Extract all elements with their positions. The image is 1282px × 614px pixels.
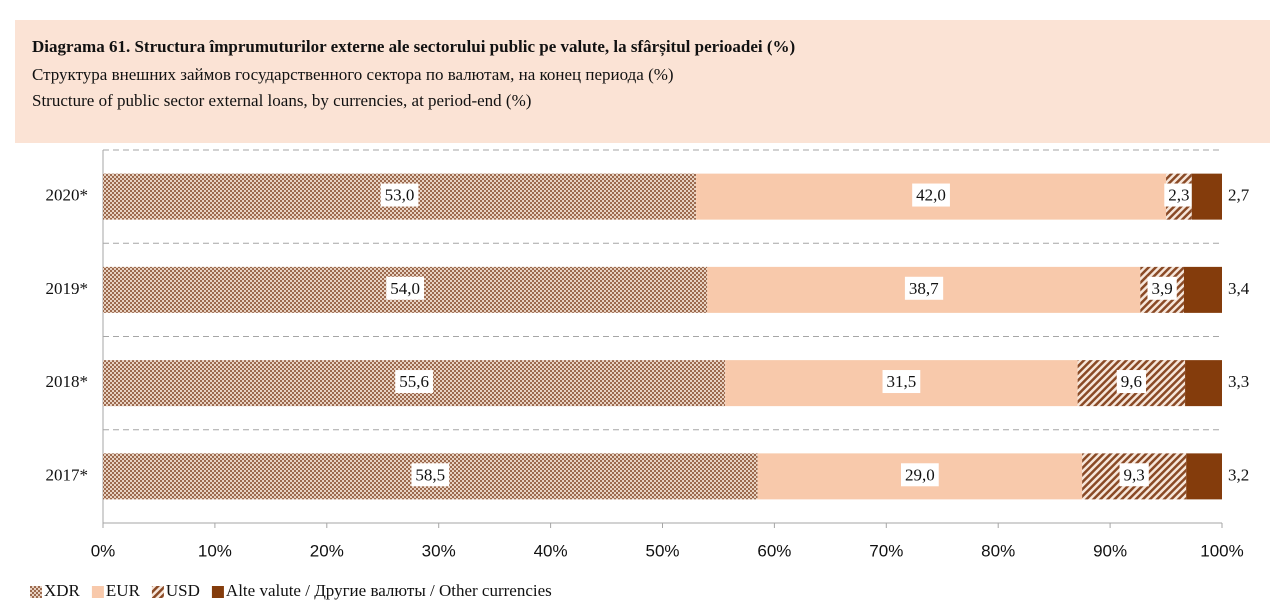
data-label: 9,3 xyxy=(1124,465,1145,484)
bar-segment xyxy=(1186,453,1222,500)
y-tick-label: 2020* xyxy=(46,186,89,205)
data-label: 53,0 xyxy=(385,186,415,205)
x-tick-label: 90% xyxy=(1093,541,1127,560)
data-label: 3,3 xyxy=(1228,372,1249,391)
data-label-bg xyxy=(411,463,450,487)
data-label: 38,7 xyxy=(909,279,939,298)
data-label-group: 2,3 xyxy=(1164,183,1194,207)
y-tick-label: 2018* xyxy=(46,372,89,391)
data-label-group: 31,5 xyxy=(882,370,921,394)
data-label: 3,9 xyxy=(1152,279,1173,298)
x-tick-label: 60% xyxy=(757,541,791,560)
x-tick-label: 100% xyxy=(1200,541,1243,560)
chart-title: Diagrama 61. Structura împrumuturilor ex… xyxy=(32,37,795,57)
data-label-group: 9,6 xyxy=(1116,370,1146,394)
header-box xyxy=(15,20,1270,143)
data-label: 29,0 xyxy=(905,465,935,484)
data-label: 31,5 xyxy=(887,372,917,391)
legend-label: EUR xyxy=(106,581,141,600)
data-label-bg xyxy=(882,370,921,394)
data-label-bg xyxy=(1116,370,1146,394)
legend-label: XDR xyxy=(44,581,81,600)
data-label: 58,5 xyxy=(415,465,445,484)
legend-swatch xyxy=(211,586,224,598)
data-label-group: 53,0 xyxy=(380,183,419,207)
data-label-bg xyxy=(904,276,944,300)
data-label-group: 42,0 xyxy=(912,183,950,207)
data-label-group: 54,0 xyxy=(386,276,425,300)
x-tick-label: 80% xyxy=(981,541,1015,560)
data-label-bg xyxy=(1119,463,1149,487)
bar-segment xyxy=(1191,173,1222,220)
data-label: 3,2 xyxy=(1228,465,1249,484)
x-tick-label: 70% xyxy=(869,541,903,560)
x-tick-label: 50% xyxy=(645,541,679,560)
legend-label: USD xyxy=(166,581,200,600)
x-tick-label: 20% xyxy=(310,541,344,560)
data-label-group: 38,7 xyxy=(904,276,944,300)
y-tick-label: 2019* xyxy=(46,279,89,298)
data-label: 54,0 xyxy=(390,279,420,298)
chart-subtitle: Структура внешних займов государственног… xyxy=(32,65,674,84)
x-tick-label: 10% xyxy=(198,541,232,560)
data-label-group: 3,9 xyxy=(1147,276,1177,300)
y-tick-label: 2017* xyxy=(46,465,89,484)
data-label: 3,4 xyxy=(1228,279,1250,298)
data-label-group: 29,0 xyxy=(900,463,939,487)
data-label-bg xyxy=(900,463,939,487)
data-label-bg xyxy=(395,370,433,394)
data-label-bg xyxy=(1164,183,1194,207)
x-tick-label: 30% xyxy=(422,541,456,560)
data-label: 55,6 xyxy=(399,372,429,391)
data-label-bg xyxy=(380,183,419,207)
data-label: 2,7 xyxy=(1228,186,1250,205)
data-label-group: 58,5 xyxy=(411,463,450,487)
data-label: 2,3 xyxy=(1168,186,1189,205)
data-label-group: 9,3 xyxy=(1119,463,1149,487)
data-label: 42,0 xyxy=(916,186,946,205)
x-tick-label: 0% xyxy=(91,541,116,560)
bar-segment xyxy=(1183,266,1222,313)
bar-segment xyxy=(1185,360,1222,407)
data-label-bg xyxy=(386,276,425,300)
legend-swatch xyxy=(151,586,164,598)
legend-swatch xyxy=(30,586,42,598)
data-label-bg xyxy=(1147,276,1177,300)
legend-swatch xyxy=(91,586,104,598)
data-label: 9,6 xyxy=(1121,372,1142,391)
data-label-group: 55,6 xyxy=(395,370,433,394)
legend-label: Alte valute / Другие валюты / Other curr… xyxy=(226,581,552,600)
chart-subtitle: Structure of public sector external loan… xyxy=(32,91,531,110)
data-label-bg xyxy=(912,183,950,207)
x-tick-label: 40% xyxy=(534,541,568,560)
